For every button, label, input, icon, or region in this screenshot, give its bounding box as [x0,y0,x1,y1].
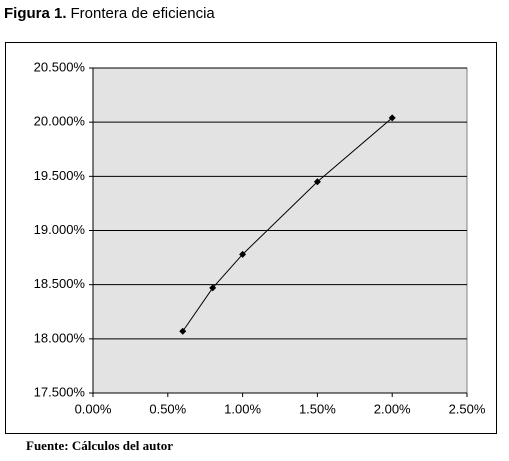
marker [313,178,321,186]
marker [179,327,187,335]
title-text: Frontera de eficiencia [71,5,216,22]
x-tick-label: 2.50% [449,401,486,416]
chart-frame [5,42,497,434]
y-tick-label: 18.500% [34,276,86,291]
y-tick-label: 20.000% [34,114,86,129]
y-tick-label: 17.500% [34,384,86,399]
y-tick-label: 19.500% [34,168,86,183]
x-tick-label: 1.50% [299,401,336,416]
x-tick-label: 0.50% [149,401,186,416]
x-tick-label: 2.00% [374,401,411,416]
y-tick-label: 20.500% [34,59,86,74]
chart-title: Figura 1. Frontera de eficiencia [4,5,215,22]
figure-label: Figura 1. [4,5,67,22]
x-tick-label: 1.00% [224,401,261,416]
marker [209,284,217,292]
y-tick-label: 19.000% [34,222,86,237]
y-tick-label: 18.000% [34,330,86,345]
source: Fuente: Cálculos del autor [26,438,173,453]
marker [239,250,247,258]
marker [388,114,396,122]
x-tick-label: 0.00% [75,401,112,416]
